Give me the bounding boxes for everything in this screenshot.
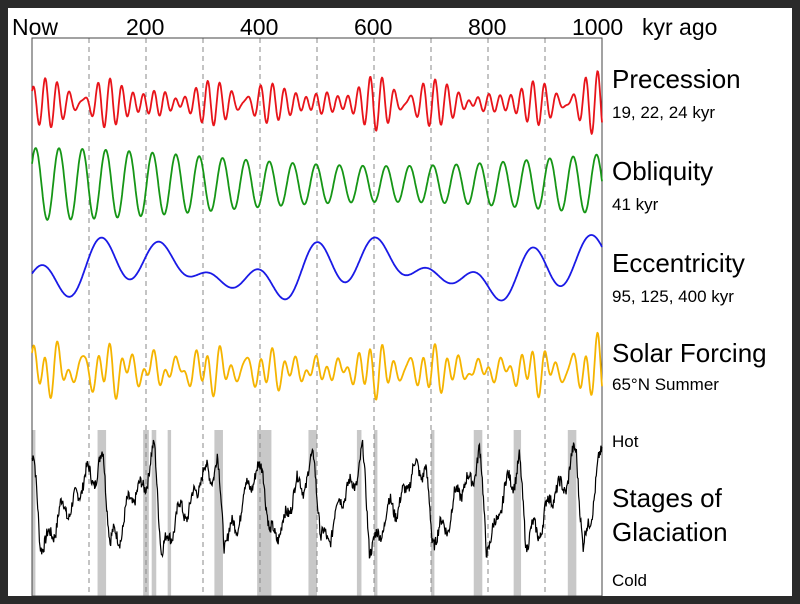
interglacial-band [308,430,317,596]
glaciation-line [31,439,603,559]
precession-line [31,70,603,135]
legend-obliquity: Obliquity [612,156,714,186]
legend-obliquity-periods: 41 kyr [612,195,659,214]
legend-precession-periods: 19, 22, 24 kyr [612,103,716,122]
x-tick-label: 400 [240,14,279,40]
chart-frame: Now 200 400 600 800 1000 kyr ago Precess… [8,8,792,596]
x-tick-label: 200 [126,14,165,40]
x-tick-label: 1000 [572,14,624,40]
interglacial-band [32,430,36,596]
legend-precession: Precession [612,64,741,94]
interglacial-band [151,430,157,596]
interglacial-band [143,430,149,596]
solar-forcing-line [31,331,603,401]
glaciation-hot-label: Hot [612,432,639,451]
plot-border [31,37,603,596]
legend-solar-forcing: Solar Forcing [612,338,767,368]
interglacial-band [567,430,577,596]
obliquity-line [31,147,603,221]
interglacial-band [97,430,107,596]
interglacial-band [431,430,435,596]
glaciation-cold-label: Cold [612,571,647,590]
interglacial-band [374,430,378,596]
interglacial-band [356,430,362,596]
x-tick-label: Now [12,14,59,40]
legend-solar-forcing-sub: 65°N Summer [612,375,719,394]
legend-glaciation: Stages of Glaciation [612,483,728,547]
x-tick-label: 600 [354,14,393,40]
interglacial-band [167,430,172,596]
interglacial-band [257,430,272,596]
x-tick-label: 800 [468,14,507,40]
interglacial-band [214,430,223,596]
eccentricity-line [31,234,603,302]
x-axis-unit: kyr ago [642,14,718,40]
legend-eccentricity: Eccentricity [612,248,745,278]
interglacial-band [513,430,522,596]
legend-eccentricity-periods: 95, 125, 400 kyr [612,287,734,306]
interglacial-band [473,430,483,596]
milankovitch-chart [31,37,603,596]
